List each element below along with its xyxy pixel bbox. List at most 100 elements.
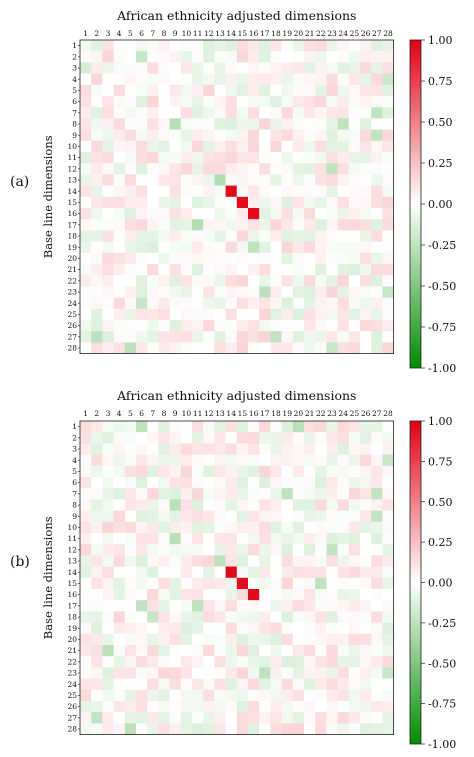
heatmap-cell bbox=[158, 275, 170, 287]
heatmap-cell bbox=[113, 40, 126, 52]
heatmap-cell bbox=[225, 701, 238, 713]
heatmap-cell bbox=[304, 219, 316, 231]
heatmap-cell bbox=[158, 510, 170, 523]
heatmap-cell bbox=[192, 264, 204, 276]
heatmap-cell bbox=[147, 308, 159, 321]
heatmap-cell bbox=[360, 152, 372, 164]
heatmap-cell bbox=[382, 488, 394, 500]
heatmap-cell bbox=[236, 174, 249, 186]
heatmap-cell bbox=[259, 297, 271, 310]
heatmap-cell bbox=[147, 645, 159, 657]
heatmap-cell bbox=[270, 611, 282, 623]
heatmap-cell bbox=[360, 477, 372, 489]
heatmap-cell bbox=[113, 208, 126, 220]
heatmap-cell bbox=[124, 510, 137, 523]
heatmap-cell bbox=[360, 443, 372, 455]
heatmap-cell bbox=[192, 62, 204, 74]
heatmap-cell bbox=[158, 264, 170, 276]
heatmap-cell bbox=[236, 633, 249, 646]
heatmap-cell bbox=[281, 566, 294, 579]
heatmap-cell bbox=[147, 297, 159, 310]
heatmap-cell bbox=[91, 712, 103, 724]
heatmap-cell bbox=[225, 275, 238, 287]
heatmap-cell bbox=[102, 544, 114, 556]
heatmap-cell bbox=[225, 297, 238, 310]
heatmap-cell bbox=[225, 320, 238, 332]
heatmap-cell bbox=[113, 96, 126, 108]
heatmap-cell bbox=[382, 331, 394, 343]
heatmap-cell bbox=[315, 196, 327, 209]
heatmap-cell bbox=[304, 241, 316, 254]
heatmap-cell bbox=[371, 230, 383, 242]
heatmap-cell bbox=[158, 286, 170, 298]
heatmap-cell bbox=[192, 589, 204, 601]
x-tick-label: 25 bbox=[350, 409, 360, 418]
heatmap-cell bbox=[124, 600, 137, 612]
heatmap-cell bbox=[360, 454, 372, 467]
heatmap-cell bbox=[304, 723, 316, 735]
heatmap-cell bbox=[113, 163, 126, 175]
heatmap-cell bbox=[91, 73, 103, 86]
heatmap-cell bbox=[158, 723, 170, 735]
heatmap-cell bbox=[315, 555, 327, 567]
heatmap-cell bbox=[158, 152, 170, 164]
heatmap-cell bbox=[124, 297, 137, 310]
heatmap-cell bbox=[180, 174, 193, 186]
heatmap-cell bbox=[348, 73, 361, 86]
heatmap-cell bbox=[91, 566, 103, 579]
heatmap-cell bbox=[337, 533, 350, 545]
heatmap-cell bbox=[382, 40, 394, 52]
x-tick-label: 27 bbox=[372, 409, 382, 418]
heatmap-cell bbox=[80, 96, 92, 108]
heatmap-cell bbox=[136, 308, 148, 321]
heatmap-cell bbox=[348, 712, 361, 724]
heatmap-cell bbox=[169, 320, 182, 332]
heatmap-cell bbox=[348, 589, 361, 601]
heatmap-cell bbox=[360, 163, 372, 175]
heatmap-cell bbox=[259, 264, 271, 276]
heatmap-cell bbox=[348, 544, 361, 556]
heatmap-cell bbox=[382, 600, 394, 612]
heatmap-cell bbox=[180, 152, 193, 164]
heatmap-cell bbox=[158, 611, 170, 623]
x-tick-label: 14 bbox=[226, 409, 236, 418]
heatmap-cell bbox=[113, 84, 126, 97]
heatmap-cell bbox=[203, 667, 215, 679]
heatmap-cell bbox=[169, 521, 182, 534]
heatmap-cell bbox=[371, 566, 383, 579]
heatmap-cell bbox=[337, 107, 350, 119]
heatmap-cell bbox=[124, 84, 137, 97]
heatmap-cell bbox=[80, 196, 92, 209]
heatmap-cell bbox=[337, 320, 350, 332]
heatmap-cell bbox=[326, 477, 338, 489]
heatmap-cell bbox=[304, 421, 316, 433]
heatmap-cell bbox=[169, 577, 182, 590]
heatmap-cell bbox=[203, 622, 215, 635]
heatmap-cell bbox=[326, 544, 338, 556]
heatmap-cell bbox=[102, 555, 114, 567]
x-tick-label: 6 bbox=[139, 29, 144, 38]
heatmap-cell bbox=[80, 129, 92, 142]
heatmap-cell bbox=[214, 544, 226, 556]
heatmap-cell bbox=[382, 443, 394, 455]
heatmap-cell bbox=[259, 152, 271, 164]
heatmap-cell bbox=[304, 196, 316, 209]
heatmap-cell bbox=[326, 723, 338, 735]
heatmap-cell bbox=[259, 533, 271, 545]
heatmap-cell bbox=[337, 477, 350, 489]
x-tick-label: 7 bbox=[150, 409, 155, 418]
heatmap-cell bbox=[248, 566, 260, 579]
heatmap-cell bbox=[136, 667, 148, 679]
heatmap-cell bbox=[136, 723, 148, 735]
heatmap-cell bbox=[371, 678, 383, 691]
x-tick-label: 12 bbox=[204, 29, 214, 38]
heatmap-cell bbox=[102, 454, 114, 467]
panel-label: (a) bbox=[10, 174, 29, 190]
heatmap-cell bbox=[315, 645, 327, 657]
heatmap-cell bbox=[136, 185, 148, 198]
heatmap-cell bbox=[192, 477, 204, 489]
heatmap-cell bbox=[382, 533, 394, 545]
heatmap-cell bbox=[214, 611, 226, 623]
heatmap-cell bbox=[91, 308, 103, 321]
heatmap-cell bbox=[225, 241, 238, 254]
